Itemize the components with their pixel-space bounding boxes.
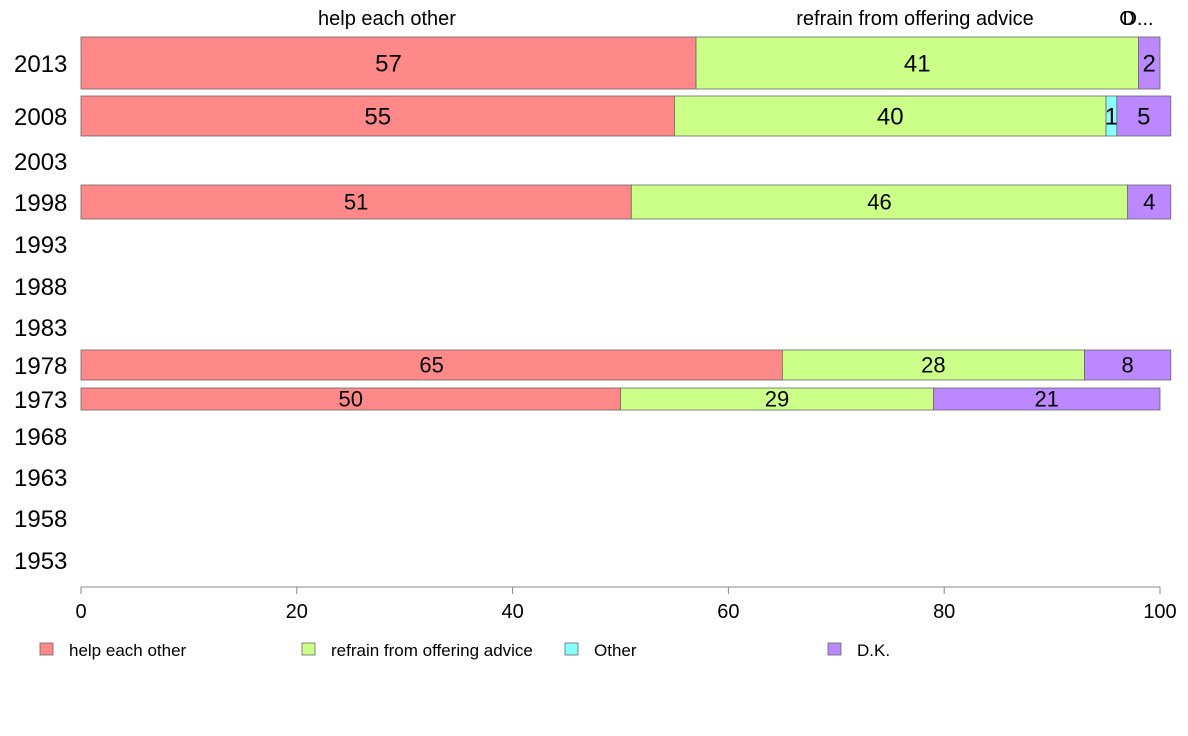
year-label: 1953 [14,548,67,575]
x-tick-label: 80 [933,601,955,623]
legend-swatch [39,642,54,656]
bar-segment [933,387,1161,411]
bar-value-label: 21 [1034,387,1058,412]
bar-segment [80,95,675,137]
top-label: O [1119,8,1135,30]
bar-value-label: 4 [1143,190,1155,215]
bar-segment [674,95,1107,137]
year-label: 1973 [14,387,67,414]
x-axis: 0 20 40 60 80 100 [75,586,1177,623]
bar-value-label: 51 [344,190,368,215]
bar-value-label: 40 [877,103,904,130]
x-tick-label: 60 [717,601,739,623]
bar-segment [1116,95,1172,137]
bar-segment [781,349,1085,381]
legend-swatch [827,642,842,656]
year-label: 1998 [14,190,67,217]
legend-label: Other [594,641,637,660]
year-label: 1983 [14,315,67,342]
bar-value-label: 2 [1143,50,1156,77]
year-axis-labels: 2013 2008 2003 1998 1993 1988 1983 1978 1973 1968… [14,51,67,575]
bar-segment [695,36,1139,90]
top-label: help each other [318,8,456,30]
year-label: 2013 [14,51,67,78]
bar-value-label: 8 [1122,353,1134,378]
bar-value-label: 65 [419,353,443,378]
year-label: 1963 [14,465,67,492]
year-label: 1993 [14,232,67,259]
bar-value-label: 57 [375,50,402,77]
bar-segment [80,184,632,220]
bar-segment [80,349,783,381]
x-tick-label: 100 [1143,601,1176,623]
year-label: 1988 [14,274,67,301]
bar-segment [630,184,1129,220]
legend-label: refrain from offering advice [331,641,533,660]
bar-value-label: 41 [904,50,931,77]
bar-value-label: 50 [339,387,363,412]
top-category-labels: help each other refrain from offering adv… [318,8,1154,30]
bar-value-label: 46 [867,190,891,215]
legend: help each other refrain from offering adv… [39,641,890,660]
year-label: 1978 [14,353,67,380]
bar-value-label: 55 [364,103,391,130]
legend-label: D.K. [857,641,890,660]
top-label: D... [1122,8,1153,30]
bar-segment [1138,36,1161,90]
legend-swatch [301,642,316,656]
x-tick-label: 40 [501,601,523,623]
bar-segment [1127,184,1172,220]
bar-value-label: 28 [921,353,945,378]
legend-swatch [564,642,579,656]
year-label: 2003 [14,149,67,176]
bar-segment [1084,349,1172,381]
bar-value-label: 5 [1137,103,1150,130]
bar-value-label: 1 [1105,103,1118,130]
legend-label: help each other [69,641,187,660]
top-label: refrain from offering advice [796,8,1034,30]
year-label: 1958 [14,506,67,533]
year-label: 1968 [14,424,67,451]
bar-value-label: 29 [765,387,789,412]
year-label: 2008 [14,104,67,131]
x-tick-label: 0 [75,601,86,623]
bars-group: 57 41 2 55 40 1 5 51 46 4 65 28 8 50 29 21 [80,36,1172,412]
x-tick-label: 20 [286,601,308,623]
